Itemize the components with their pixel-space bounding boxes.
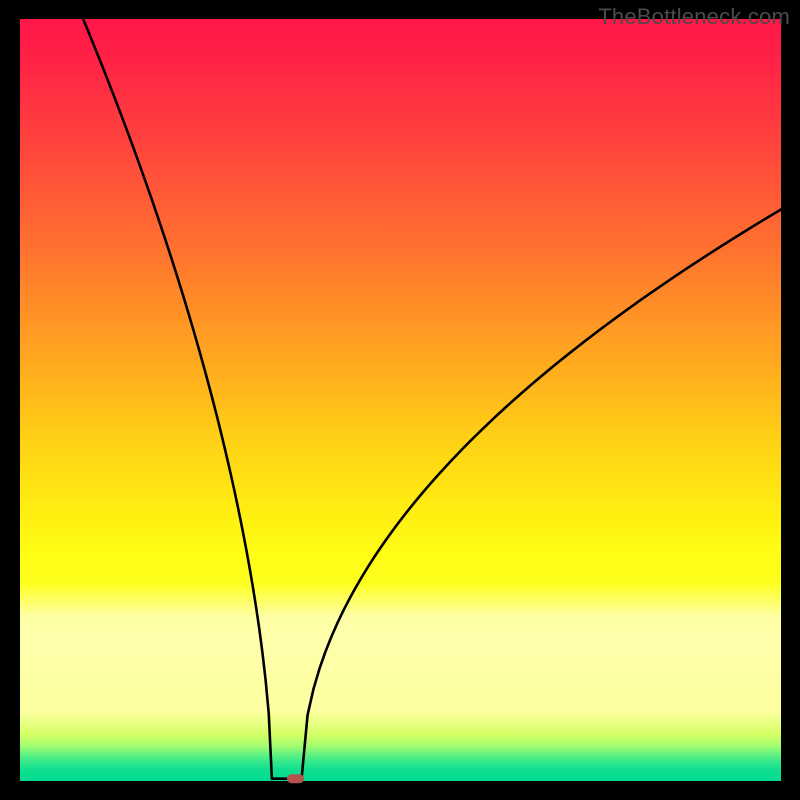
watermark-text: TheBottleneck.com: [598, 4, 790, 30]
bottleneck-chart: [0, 0, 800, 800]
plot-background: [20, 19, 781, 781]
optimum-marker: [287, 774, 304, 783]
